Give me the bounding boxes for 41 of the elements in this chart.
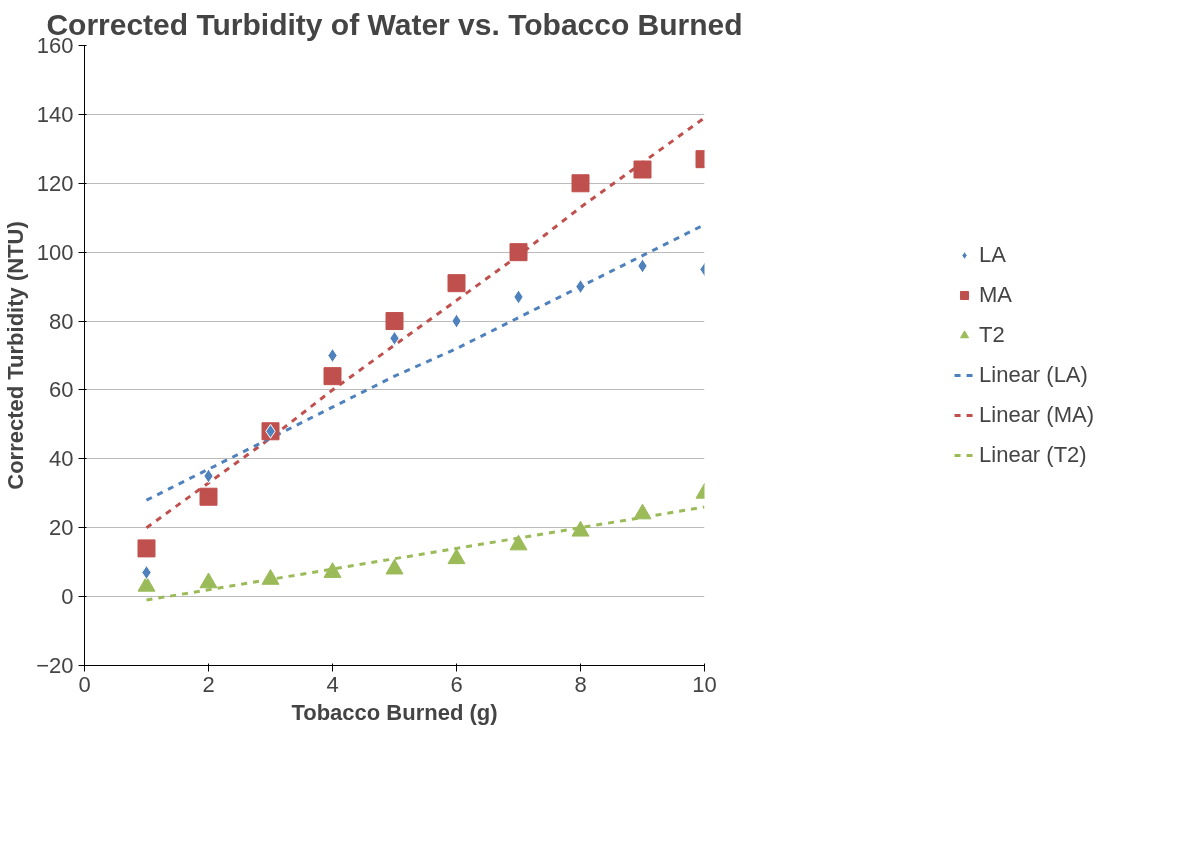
y-tick-label: 40	[49, 446, 74, 472]
point	[199, 487, 218, 506]
legend-label: Linear (MA)	[979, 402, 1094, 428]
y-tick-label: 0	[61, 584, 74, 610]
point	[571, 520, 590, 537]
y-tick-label: 120	[36, 170, 74, 196]
y-tick-label: −20	[36, 653, 74, 678]
legend-label: MA	[979, 282, 1013, 308]
legend-label: Linear (T2)	[979, 442, 1087, 468]
point	[509, 534, 528, 551]
x-axis-title: Tobacco Burned (g)	[291, 699, 498, 725]
point	[447, 274, 466, 293]
x-tick-label: 4	[326, 671, 339, 697]
line-series	[145, 116, 705, 530]
point	[633, 160, 652, 179]
legend-label: T2	[979, 322, 1005, 348]
x-tick-label: 10	[692, 671, 717, 697]
y-tick-label: 20	[49, 515, 74, 541]
point	[509, 243, 528, 262]
point	[571, 174, 590, 193]
x-tick-label: 2	[202, 671, 215, 697]
point	[447, 548, 466, 565]
y-tick-label: 140	[36, 101, 74, 127]
y-axis-title: Corrected Turbidity (NTU)	[3, 221, 29, 490]
line-series	[145, 505, 705, 602]
point	[323, 367, 342, 386]
legend-label: LA	[979, 242, 1006, 268]
point	[633, 503, 652, 520]
legend-label: Linear (LA)	[979, 362, 1088, 388]
x-tick-label: 8	[574, 671, 587, 697]
y-tick-label: 80	[49, 308, 74, 334]
point	[261, 569, 280, 585]
point	[327, 348, 338, 363]
point	[385, 312, 404, 331]
y-tick-label: 60	[49, 377, 74, 403]
point	[385, 558, 404, 575]
x-tick-label: 0	[78, 671, 91, 697]
y-tick-label: 100	[36, 239, 74, 265]
x-tick-label: 6	[450, 671, 463, 697]
point	[199, 572, 218, 589]
point	[323, 562, 342, 578]
